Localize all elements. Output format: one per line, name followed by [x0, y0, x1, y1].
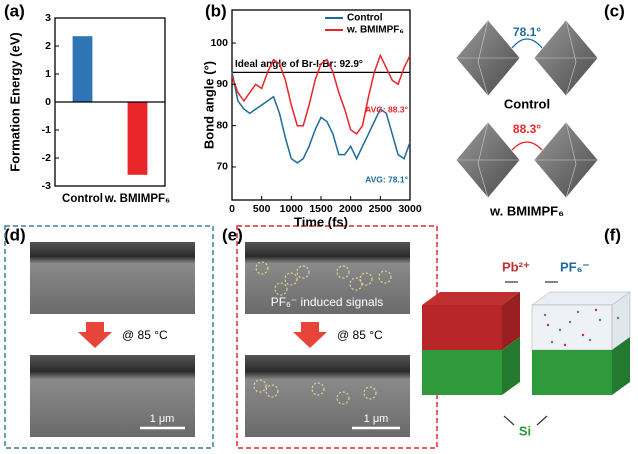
- y-tick-label: 0: [45, 96, 51, 108]
- y-tick-label: 100: [210, 37, 228, 49]
- y-axis-label: Formation Energy (eV): [7, 32, 22, 171]
- cube-side: [612, 337, 630, 395]
- bar: [72, 36, 93, 103]
- y-tick-label: 70: [216, 161, 228, 173]
- cube-face: [531, 304, 613, 351]
- sem-image: [245, 242, 410, 314]
- y-tick-label: 80: [216, 119, 228, 131]
- sem-image: [245, 355, 410, 437]
- angle-arc: [511, 141, 543, 151]
- y-tick-label: -2: [42, 152, 51, 164]
- cube-top: [422, 292, 520, 305]
- x-tick-label: 3000: [398, 203, 422, 215]
- cube-side: [502, 337, 520, 395]
- y-axis-label: Bond angle (°): [201, 61, 216, 149]
- temperature: @ 85 °C: [337, 328, 383, 342]
- y-tick-label: 90: [216, 78, 228, 90]
- frame: [4, 225, 214, 449]
- cube-side: [502, 292, 520, 350]
- facet: [477, 19, 489, 97]
- facet: [565, 121, 577, 199]
- panel-label: (b): [205, 1, 227, 20]
- arrow: [536, 415, 548, 426]
- x-tick-label: w. BMIMPF₆: [104, 193, 171, 205]
- y-tick-label: -1: [42, 124, 51, 136]
- arrow: [78, 322, 112, 348]
- panel-label: (c): [604, 1, 625, 20]
- ion-label: Pb²⁺: [502, 259, 530, 274]
- panel-d: @ 85 °C 1 μm: [4, 225, 214, 449]
- y-tick-label: 1: [45, 68, 51, 80]
- octahedra-bmimpf6: 88.3° w. BMIMPF₆: [455, 121, 599, 218]
- annotation: AVG: 78.1°: [365, 174, 409, 184]
- angle-label: 78.1°: [513, 25, 541, 39]
- x-tick-label: 2500: [369, 203, 393, 215]
- ion-dots: [546, 308, 598, 347]
- arrow: [293, 322, 327, 348]
- angle-arc: [511, 38, 543, 49]
- angle-label: 88.3°: [513, 122, 541, 136]
- panel-f: Pb²⁺ PF₆⁻ Si: [422, 259, 631, 438]
- x-tick-label: Control: [62, 193, 103, 205]
- panel-label: (f): [604, 225, 621, 244]
- reference-label: Ideal angle of Br-I-Br: 92.9°: [235, 59, 363, 70]
- y-tick-label: -3: [42, 180, 51, 192]
- scale-bar-label: 1 μm: [150, 413, 175, 425]
- caption: w. BMIMPF₆: [489, 203, 564, 218]
- series-line: [231, 71, 411, 164]
- panel-label: (a): [4, 1, 25, 20]
- ion-label: PF₆⁻: [560, 259, 590, 274]
- panel-e: PF₆⁻ induced signals @ 85 °C 1 μm: [236, 225, 438, 449]
- bar: [127, 102, 148, 175]
- caption: Control: [504, 96, 550, 111]
- panel-label: (e): [222, 225, 243, 244]
- annotation: AVG: 88.3°: [365, 105, 409, 115]
- sem-image: [30, 355, 195, 437]
- legend-label: Control: [347, 13, 383, 24]
- cube-face: [422, 305, 502, 350]
- panel-label: (d): [4, 225, 26, 244]
- y-tick-label: 3: [45, 12, 51, 24]
- arrow: [503, 415, 515, 426]
- temperature: @ 85 °C: [122, 328, 168, 342]
- x-tick-label: 0: [229, 203, 235, 215]
- octahedra-control: 78.1° Control: [455, 19, 599, 111]
- x-tick-label: 2000: [339, 203, 363, 215]
- ion-dots: [543, 310, 620, 344]
- scale-bar-label: 1 μm: [364, 413, 389, 425]
- signal-circles: [253, 261, 392, 405]
- ion-label: Si: [519, 423, 531, 438]
- facet: [477, 121, 489, 199]
- x-tick-label: 1500: [309, 203, 333, 215]
- annotation: PF₆⁻ induced signals: [271, 295, 384, 309]
- cube-face: [422, 350, 502, 395]
- facet: [565, 19, 577, 97]
- legend-label: w. BMIMPF₆: [346, 25, 404, 36]
- series-line: [231, 53, 411, 135]
- cube-face: [532, 350, 612, 395]
- x-axis-label: Time (fs): [294, 214, 348, 229]
- y-tick-label: 2: [45, 40, 51, 52]
- frame: [236, 225, 438, 449]
- x-tick-label: 1000: [280, 203, 304, 215]
- sem-image: [30, 242, 195, 314]
- x-tick-label: 500: [253, 203, 271, 215]
